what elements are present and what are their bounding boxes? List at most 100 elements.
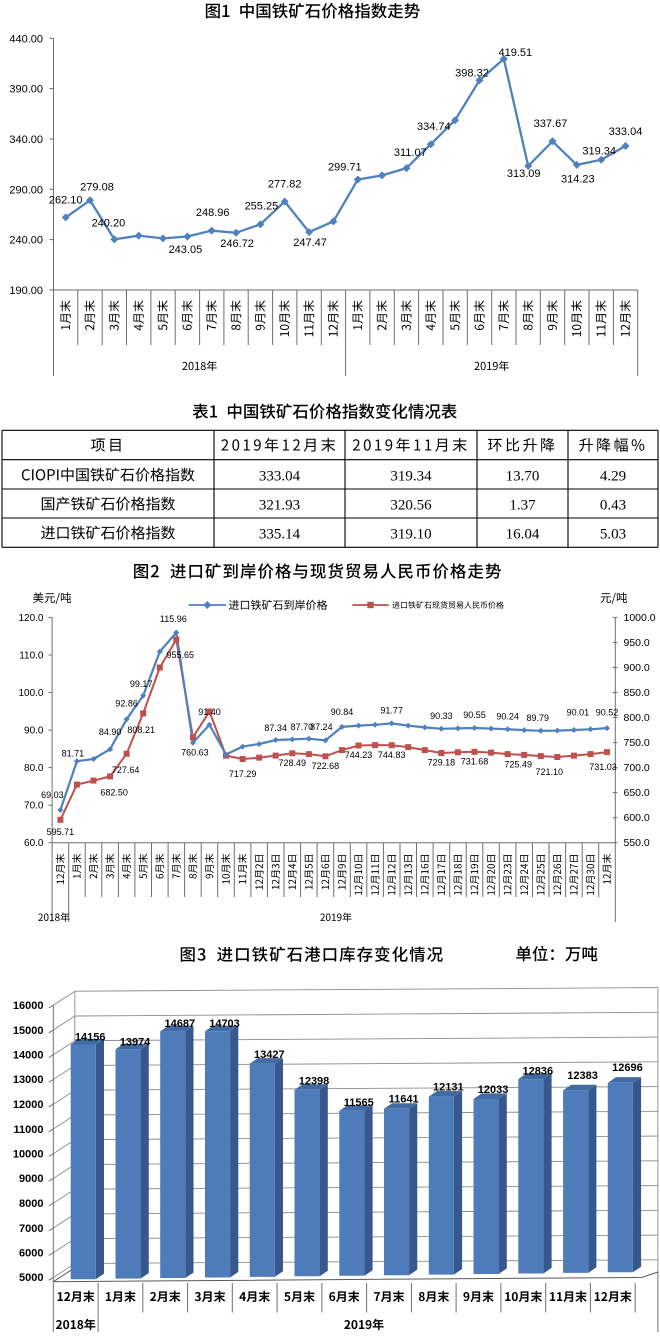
svg-text:313.09: 313.09 [507, 168, 541, 180]
svg-text:87.34: 87.34 [264, 723, 287, 733]
svg-text:320.56: 320.56 [390, 497, 432, 513]
svg-text:14703: 14703 [209, 1018, 240, 1030]
svg-text:750.0: 750.0 [624, 737, 650, 749]
svg-text:277.82: 277.82 [268, 179, 302, 191]
svg-text:727.64: 727.64 [112, 765, 140, 775]
svg-text:1.37: 1.37 [509, 497, 536, 513]
svg-text:90.0: 90.0 [24, 726, 44, 737]
svg-text:717.29: 717.29 [229, 769, 257, 779]
svg-text:16.04: 16.04 [506, 526, 540, 542]
svg-text:319.34: 319.34 [390, 468, 432, 484]
svg-text:90.01: 90.01 [567, 708, 590, 718]
svg-text:90.24: 90.24 [496, 711, 519, 721]
svg-text:728.49: 728.49 [279, 758, 307, 768]
svg-text:314.23: 314.23 [561, 174, 595, 186]
svg-text:744.23: 744.23 [345, 750, 373, 760]
svg-text:87.24: 87.24 [310, 722, 333, 732]
svg-text:110.0: 110.0 [19, 651, 44, 662]
svg-text:11000: 11000 [14, 1124, 44, 1136]
svg-text:100.0: 100.0 [18, 688, 43, 699]
svg-text:99.17: 99.17 [130, 679, 153, 689]
svg-text:12696: 12696 [612, 1062, 643, 1074]
svg-text:682.50: 682.50 [100, 788, 128, 798]
svg-text:334.74: 334.74 [417, 121, 451, 133]
svg-text:725.49: 725.49 [504, 760, 532, 770]
svg-text:650.0: 650.0 [624, 787, 650, 799]
svg-text:311.07: 311.07 [394, 147, 427, 159]
svg-text:5000: 5000 [19, 1272, 43, 1284]
svg-text:398.32: 398.32 [455, 68, 489, 80]
svg-text:760.63: 760.63 [181, 748, 209, 758]
svg-text:595.71: 595.71 [47, 827, 75, 837]
svg-text:91.77: 91.77 [380, 706, 403, 716]
svg-text:60.0: 60.0 [24, 838, 44, 849]
svg-text:69.03: 69.03 [41, 790, 64, 800]
svg-text:90.33: 90.33 [430, 711, 453, 721]
svg-text:14156: 14156 [75, 1032, 106, 1044]
svg-text:290.00: 290.00 [9, 184, 43, 196]
svg-text:731.03: 731.03 [589, 762, 617, 772]
svg-text:12398: 12398 [299, 1075, 330, 1087]
svg-text:247.47: 247.47 [293, 237, 327, 249]
svg-text:0.43: 0.43 [600, 497, 626, 513]
svg-text:248.96: 248.96 [196, 207, 230, 219]
svg-text:12131: 12131 [433, 1082, 464, 1094]
svg-text:12000: 12000 [13, 1099, 44, 1111]
svg-text:5.03: 5.03 [600, 526, 626, 542]
svg-text:7000: 7000 [19, 1223, 43, 1235]
svg-text:731.68: 731.68 [461, 756, 489, 766]
svg-text:120.0: 120.0 [18, 613, 43, 624]
svg-text:16000: 16000 [13, 1000, 44, 1012]
svg-text:950.0: 950.0 [624, 637, 650, 649]
svg-text:8000: 8000 [19, 1198, 43, 1210]
svg-text:80.0: 80.0 [24, 763, 44, 774]
svg-text:91.40: 91.40 [198, 707, 221, 717]
svg-text:14000: 14000 [13, 1050, 44, 1062]
svg-text:115.96: 115.96 [160, 614, 187, 624]
svg-text:12836: 12836 [523, 1065, 554, 1077]
svg-text:808.21: 808.21 [127, 725, 155, 735]
svg-text:700.0: 700.0 [624, 762, 650, 774]
svg-text:550.0: 550.0 [624, 837, 650, 849]
svg-text:721.10: 721.10 [536, 767, 564, 777]
svg-text:319.10: 319.10 [390, 526, 431, 542]
svg-text:13974: 13974 [120, 1037, 151, 1049]
svg-text:84.90: 84.90 [99, 727, 122, 737]
svg-text:299.71: 299.71 [328, 162, 362, 174]
svg-text:87.70: 87.70 [291, 722, 314, 732]
svg-text:337.67: 337.67 [534, 118, 568, 130]
svg-text:9000: 9000 [19, 1173, 43, 1185]
svg-text:955.65: 955.65 [167, 650, 195, 660]
svg-text:419.51: 419.51 [498, 47, 532, 59]
svg-text:14687: 14687 [165, 1018, 196, 1030]
svg-text:240.00: 240.00 [9, 235, 43, 247]
svg-text:13000: 13000 [13, 1074, 44, 1086]
svg-text:600.0: 600.0 [624, 812, 650, 824]
svg-text:11565: 11565 [344, 1097, 374, 1109]
svg-text:333.04: 333.04 [609, 126, 643, 138]
svg-text:246.72: 246.72 [220, 238, 254, 250]
svg-text:190.00: 190.00 [9, 285, 43, 297]
svg-text:335.14: 335.14 [259, 526, 301, 542]
svg-text:279.08: 279.08 [80, 181, 114, 193]
svg-text:440.00: 440.00 [9, 33, 43, 45]
svg-text:333.04: 333.04 [259, 468, 301, 484]
svg-text:90.84: 90.84 [331, 707, 354, 717]
svg-text:390.00: 390.00 [9, 84, 43, 96]
svg-text:800.0: 800.0 [624, 712, 650, 724]
svg-text:321.93: 321.93 [259, 497, 300, 513]
svg-text:12033: 12033 [478, 1084, 509, 1096]
svg-text:12383: 12383 [567, 1070, 598, 1082]
svg-text:11641: 11641 [389, 1094, 419, 1106]
svg-text:90.55: 90.55 [463, 710, 486, 720]
svg-text:81.71: 81.71 [62, 749, 85, 759]
svg-text:15000: 15000 [13, 1025, 44, 1037]
svg-text:255.25: 255.25 [245, 200, 279, 212]
svg-text:1000.0: 1000.0 [624, 612, 656, 624]
svg-text:340.00: 340.00 [9, 134, 43, 146]
svg-text:4.29: 4.29 [600, 468, 626, 484]
svg-text:262.10: 262.10 [49, 194, 83, 206]
svg-text:900.0: 900.0 [624, 662, 650, 674]
svg-text:240.20: 240.20 [92, 217, 126, 229]
svg-text:850.0: 850.0 [624, 687, 650, 699]
